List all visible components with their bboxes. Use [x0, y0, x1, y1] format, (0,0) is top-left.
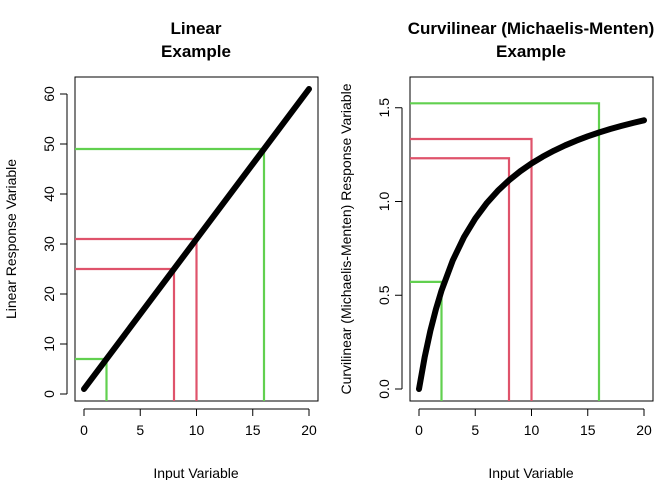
- y-tick-label: 50: [41, 136, 57, 152]
- data-series: [416, 117, 647, 392]
- data-series: [81, 86, 312, 392]
- chart-title-line-2: Example: [161, 42, 231, 61]
- x-tick-label: 20: [636, 422, 652, 438]
- y-axis-label: Linear Response Variable: [3, 159, 19, 319]
- y-tick-label: 30: [41, 236, 57, 252]
- chart-title-line-1: Linear: [170, 19, 221, 38]
- x-axis-label: Input Variable: [153, 465, 239, 480]
- y-axis: 0 10 20 30 40 50 60: [41, 86, 68, 398]
- y-tick-label: 0.0: [376, 379, 392, 399]
- guide-line: [410, 137, 533, 401]
- series-line: [81, 86, 312, 392]
- guide-line: [410, 157, 511, 401]
- x-tick-label: 10: [189, 422, 205, 438]
- x-tick-label: 5: [136, 422, 144, 438]
- chart-title-line-1: Curvilinear (Michaelis-Menten): [408, 19, 655, 38]
- x-tick-label: 15: [245, 422, 261, 438]
- guide-line: [410, 102, 601, 401]
- y-axis-label: Curvilinear (Michaelis-Menten) Response …: [338, 83, 354, 394]
- curvilinear-chart-panel: Curvilinear (Michaelis-Menten) Example 0…: [338, 19, 654, 480]
- y-tick-label: 40: [41, 186, 57, 202]
- y-tick-label: 10: [41, 336, 57, 352]
- chart-title-line-2: Example: [496, 42, 566, 61]
- guide-line: [410, 280, 443, 401]
- y-tick-label: 1.5: [376, 98, 392, 118]
- y-tick-label: 1.0: [376, 192, 392, 212]
- x-tick-label: 0: [80, 422, 88, 438]
- y-tick-label: 0: [41, 390, 57, 398]
- x-tick-label: 0: [415, 422, 423, 438]
- linear-chart-panel: Linear Example 0 5 10 15 20 0 10 20 30 40 50 60 In…: [3, 19, 319, 480]
- y-tick-label: 0.5: [376, 285, 392, 305]
- y-axis: 0.0 0.5 1.0 1.5: [376, 98, 403, 399]
- series-line: [416, 117, 647, 392]
- x-axis-label: Input Variable: [488, 465, 574, 480]
- x-tick-label: 20: [301, 422, 317, 438]
- guide-lines: [410, 102, 601, 401]
- x-tick-label: 5: [471, 422, 479, 438]
- x-tick-label: 10: [524, 422, 540, 438]
- x-axis: 0 5 10 15 20: [415, 408, 652, 438]
- x-axis: 0 5 10 15 20: [80, 408, 317, 438]
- y-tick-label: 20: [41, 286, 57, 302]
- y-tick-label: 60: [41, 86, 57, 102]
- x-tick-label: 15: [580, 422, 596, 438]
